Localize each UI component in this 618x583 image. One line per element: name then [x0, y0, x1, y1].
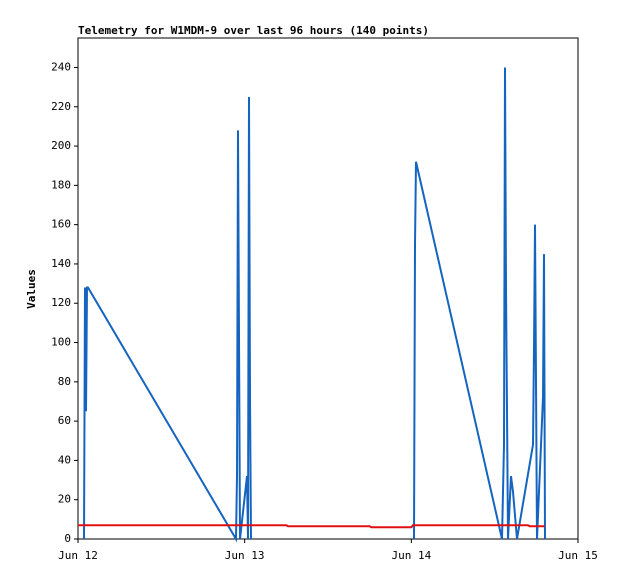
y-tick-label: 240	[51, 60, 71, 73]
series-line	[78, 524, 545, 529]
y-tick-label: 120	[51, 296, 71, 309]
y-axis-label: Values	[25, 269, 38, 309]
x-tick-label: Jun 13	[225, 549, 265, 562]
x-tick-label: Jun 14	[391, 549, 431, 562]
y-tick-label: 20	[58, 493, 71, 506]
y-tick-label: 180	[51, 178, 71, 191]
y-tick-label: 40	[58, 453, 71, 466]
y-tick-label: 100	[51, 336, 71, 349]
y-tick-label: 80	[58, 375, 71, 388]
series-line	[83, 67, 546, 543]
y-tick-label: 60	[58, 414, 71, 427]
y-tick-label: 200	[51, 139, 71, 152]
y-tick-label: 140	[51, 257, 71, 270]
chart-title: Telemetry for W1MDM-9 over last 96 hours…	[78, 24, 429, 37]
x-tick-label: Jun 15	[558, 549, 598, 562]
y-tick-label: 160	[51, 218, 71, 231]
x-tick-label: Jun 12	[58, 549, 98, 562]
plot-frame	[77, 37, 579, 540]
y-tick-label: 220	[51, 100, 71, 113]
y-tick-label: 0	[64, 532, 71, 545]
